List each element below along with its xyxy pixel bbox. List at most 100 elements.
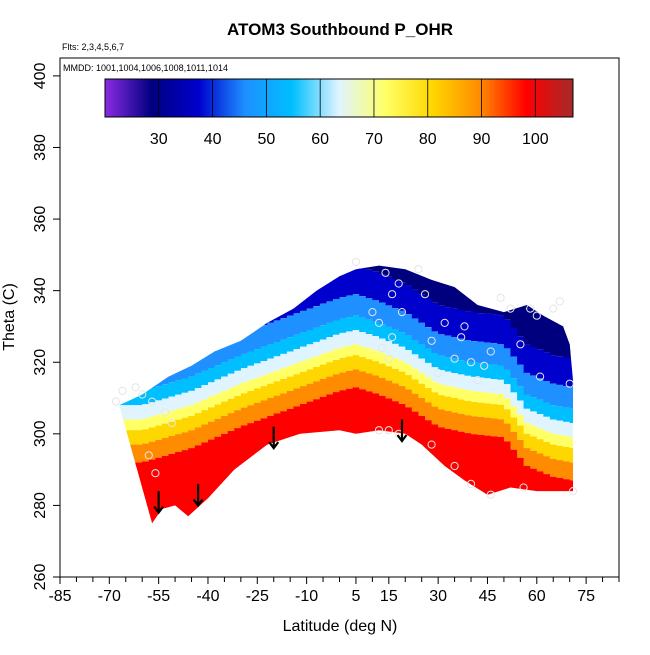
field-cell [326,362,334,377]
field-cell [536,378,544,400]
field-cell [122,430,130,445]
colorbar-tick-label: 50 [257,131,275,148]
field-cell [300,332,308,347]
field-cell [339,332,347,348]
field-cell [386,22,393,241]
observation-point [568,487,578,496]
field-cell [227,337,235,360]
field-cell [497,394,505,405]
field-cell [135,444,143,463]
field-cell [484,392,492,404]
field-cell [457,413,466,432]
observation-point [148,397,157,406]
field-cell [523,408,531,424]
field-cell [379,338,387,353]
field-cell [168,360,176,383]
field-cell [280,411,288,524]
field-cell [240,407,249,426]
field-cell [313,342,321,357]
field-cell [339,268,347,298]
field-cell [247,265,255,266]
field-cell [490,343,498,365]
field-cell [227,359,235,374]
field-cell [339,372,347,391]
colorbar-tick-label: 90 [473,131,491,148]
field-cell [365,319,373,335]
field-cell [392,401,400,524]
field-cell [346,370,354,389]
field-cell [490,393,498,405]
field-cell [214,418,222,437]
field-cell [543,402,551,417]
x-tick-label: 60 [528,588,546,605]
field-cell [254,402,262,421]
field-cell [221,265,229,277]
field-cell [405,265,413,286]
field-cell [188,430,196,449]
field-cell [379,363,387,378]
field-cell [280,353,288,369]
field-cell [563,321,571,358]
field-cell [411,411,419,524]
field-cell [280,339,288,354]
field-cell [490,418,498,437]
observation-point [414,265,423,274]
field-cell [319,339,327,354]
field-cell [530,375,538,398]
field-cell [543,456,551,475]
field-cell [411,318,419,341]
field-cell [418,358,426,373]
field-cell [319,303,327,326]
field-cell [148,388,156,403]
field-cell [569,437,573,449]
field-cell [109,420,116,431]
field-cell [556,265,564,321]
x-tick-label: -55 [147,588,170,605]
field-cell [326,337,334,352]
field-cell [161,362,170,385]
field-cell [399,569,406,578]
field-cell [247,351,255,366]
field-cell [372,22,379,236]
observation-point [466,479,476,488]
field-cell [471,312,479,342]
field-cell [260,400,268,419]
field-cell [293,349,301,364]
field-cell [234,428,242,524]
field-cell [227,398,235,414]
field-cell [267,398,275,416]
field-cell [181,407,189,418]
field-cell [372,375,380,394]
field-cell [405,285,413,315]
y-tick-label: 360 [32,206,49,233]
field-cell [293,265,301,285]
field-cell [444,410,452,429]
field-cell [240,332,249,354]
field-cell [168,332,176,361]
observation-point [536,372,545,381]
field-cell [287,573,294,577]
field-cell [135,419,143,431]
field-cell [438,269,446,306]
field-cell [438,265,446,270]
field-cell [227,388,235,399]
x-tick-label: -70 [98,588,121,605]
field-cell [523,265,531,309]
field-cell [484,265,492,279]
field-cell [161,437,170,456]
field-cell [372,361,380,376]
field-cell [563,479,571,524]
field-cell [484,364,492,379]
field-cell [148,427,156,442]
field-cell [240,382,249,394]
field-cell [201,442,209,524]
field-cell [280,318,288,340]
field-cell [319,275,327,304]
field-cell [307,566,314,577]
field-cell [122,305,130,341]
field-cell [444,428,452,524]
field-cell [379,302,387,325]
field-cell [300,404,308,524]
field-cell [332,359,341,375]
field-cell [155,439,163,458]
